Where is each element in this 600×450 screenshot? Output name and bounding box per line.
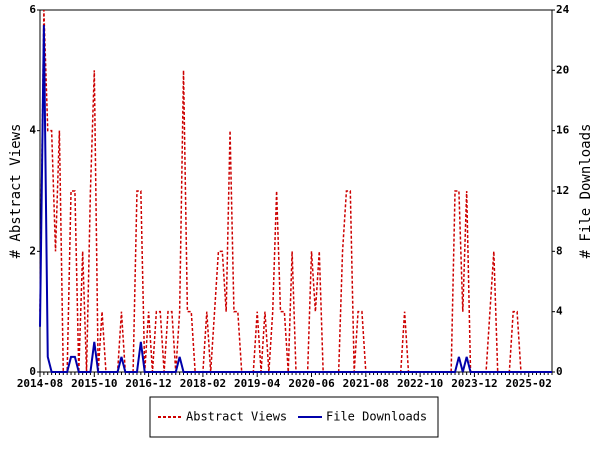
x-tick-label: 2022-10 — [397, 377, 443, 390]
y2-tick-label: 16 — [556, 124, 570, 137]
x-tick-label: 2025-02 — [506, 377, 552, 390]
y-axis-title: # Abstract Views — [8, 124, 24, 259]
x-tick-label: 2015-10 — [71, 377, 117, 390]
series-line — [39, 25, 552, 373]
y2-tick-label: 0 — [556, 365, 563, 378]
x-tick-label: 2018-02 — [180, 377, 226, 390]
x-tick-label: 2016-12 — [125, 377, 171, 390]
plot-frame — [39, 9, 553, 373]
y2-tick-label: 8 — [556, 244, 563, 257]
y2-axis-title: # File Downloads — [578, 124, 594, 259]
x-tick-label: 2019-04 — [234, 377, 281, 390]
x-tick-label: 2021-08 — [343, 377, 389, 390]
y-tick-label: 2 — [29, 244, 36, 257]
y2-tick-label: 24 — [556, 3, 570, 16]
y2-tick-label: 4 — [556, 305, 563, 318]
x-tick-label: 2023-12 — [451, 377, 497, 390]
legend-box — [149, 396, 439, 438]
y-tick-label: 6 — [29, 3, 36, 16]
x-tick-label: 2020-06 — [288, 377, 335, 390]
legend-label: Abstract Views — [186, 410, 287, 424]
y-tick-label: 4 — [29, 124, 36, 137]
series-line — [39, 9, 552, 373]
x-tick-label: 2014-08 — [17, 377, 63, 390]
y2-tick-label: 20 — [556, 63, 569, 76]
y2-tick-label: 12 — [556, 184, 569, 197]
legend-label: File Downloads — [326, 410, 427, 424]
y-tick-label: 0 — [29, 365, 36, 378]
